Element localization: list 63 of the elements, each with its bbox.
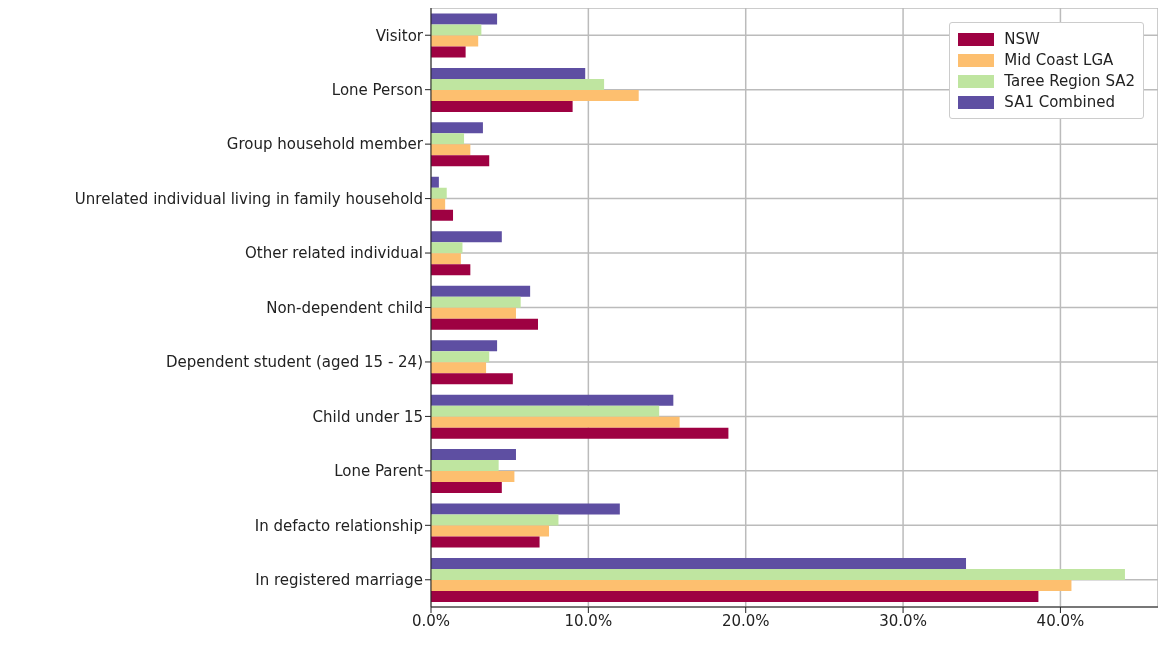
x-tick-label: 10.0%: [564, 611, 613, 630]
bar: [431, 296, 521, 308]
bar: [431, 285, 531, 297]
bar: [431, 307, 516, 319]
y-tick-label: Group household member: [226, 135, 424, 154]
bar: [431, 187, 447, 199]
bar: [431, 579, 1072, 591]
bar: [431, 351, 490, 363]
bar: [431, 460, 499, 472]
legend-label: Mid Coast LGA: [1004, 51, 1114, 69]
y-tick-label: Lone Person: [331, 81, 423, 100]
bar: [431, 362, 487, 374]
y-tick-label: Child under 15: [312, 407, 423, 426]
legend-label: NSW: [1004, 30, 1040, 48]
bar: [431, 13, 498, 25]
bar: [431, 416, 680, 428]
y-tick-label: Other related individual: [245, 244, 423, 263]
bar: [431, 198, 446, 210]
bar: [431, 24, 482, 36]
legend-label: Taree Region SA2: [1004, 72, 1135, 90]
bar: [431, 89, 639, 101]
bar: [431, 122, 483, 134]
y-tick-label: Visitor: [375, 26, 424, 45]
x-tick-label: 0.0%: [411, 611, 451, 630]
y-tick-label: Non-dependent child: [266, 298, 423, 317]
bar: [431, 525, 550, 537]
bar: [431, 568, 1125, 580]
bar: [431, 471, 515, 483]
bar: [431, 503, 620, 515]
bar: [431, 514, 559, 526]
bar: [431, 242, 463, 254]
bar: [431, 253, 461, 265]
x-tick-label: 30.0%: [879, 611, 927, 630]
bar: [431, 394, 674, 406]
bar: [431, 536, 540, 548]
y-tick-label: Dependent student (aged 15 - 24): [165, 353, 423, 372]
legend-label: SA1 Combined: [1004, 93, 1115, 111]
bar: [431, 482, 502, 494]
bar: [431, 100, 573, 112]
x-tick-label: 20.0%: [721, 611, 770, 630]
y-tick-label: Unrelated individual living in family household: [74, 189, 423, 208]
bar: [431, 340, 498, 352]
y-tick-label: Lone Parent: [334, 462, 424, 481]
bar: [431, 231, 502, 243]
bar: [431, 557, 967, 569]
bar: [431, 405, 660, 417]
bar: [431, 155, 490, 167]
bar: [431, 264, 471, 276]
bar: [431, 67, 586, 79]
bar: [431, 427, 729, 439]
bar: [431, 144, 471, 156]
y-tick-label: In defacto relationship: [254, 516, 423, 535]
bar: [431, 590, 1039, 602]
bar: [431, 78, 605, 90]
bar: [431, 373, 513, 385]
y-tick-label: In registered marriage: [255, 571, 423, 590]
bar: [431, 209, 454, 221]
bar: [431, 133, 465, 145]
bar: [431, 318, 538, 330]
bar: [431, 35, 479, 47]
x-tick-label: 40.0%: [1036, 611, 1085, 630]
bar: [431, 449, 516, 461]
bar: [431, 46, 466, 58]
